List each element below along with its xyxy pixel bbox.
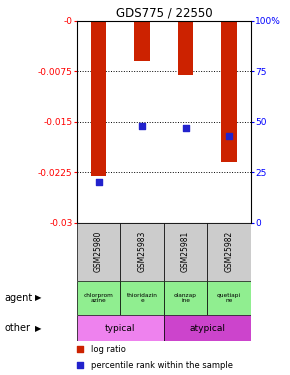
FancyBboxPatch shape <box>164 315 251 341</box>
Text: typical: typical <box>105 324 136 333</box>
Text: thioridazin
e: thioridazin e <box>127 292 157 303</box>
Point <box>227 133 231 139</box>
FancyBboxPatch shape <box>120 280 164 315</box>
Text: atypical: atypical <box>189 324 225 333</box>
Text: other: other <box>4 323 30 333</box>
Point <box>140 123 144 129</box>
Text: GSM25981: GSM25981 <box>181 231 190 272</box>
FancyBboxPatch shape <box>77 315 164 341</box>
Text: quetiapi
ne: quetiapi ne <box>217 292 241 303</box>
Bar <box>178 21 193 75</box>
Text: log ratio: log ratio <box>91 345 126 354</box>
Text: olanzap
ine: olanzap ine <box>174 292 197 303</box>
FancyBboxPatch shape <box>77 223 120 280</box>
Text: ▶: ▶ <box>35 324 41 333</box>
Bar <box>91 21 106 176</box>
Text: GSM25983: GSM25983 <box>137 231 147 273</box>
FancyBboxPatch shape <box>164 223 207 280</box>
Text: chlorprom
azine: chlorprom azine <box>84 292 114 303</box>
Bar <box>135 21 150 61</box>
Text: agent: agent <box>4 293 32 303</box>
Title: GDS775 / 22550: GDS775 / 22550 <box>115 6 212 20</box>
Text: GSM25980: GSM25980 <box>94 231 103 273</box>
Text: ▶: ▶ <box>35 294 41 303</box>
Point <box>96 179 101 185</box>
Bar <box>222 21 237 162</box>
FancyBboxPatch shape <box>77 280 120 315</box>
Text: GSM25982: GSM25982 <box>224 231 234 272</box>
Point <box>78 346 83 352</box>
FancyBboxPatch shape <box>207 280 251 315</box>
Point <box>183 125 188 131</box>
Point <box>78 362 83 368</box>
FancyBboxPatch shape <box>164 280 207 315</box>
Text: percentile rank within the sample: percentile rank within the sample <box>91 361 233 370</box>
FancyBboxPatch shape <box>207 223 251 280</box>
FancyBboxPatch shape <box>120 223 164 280</box>
